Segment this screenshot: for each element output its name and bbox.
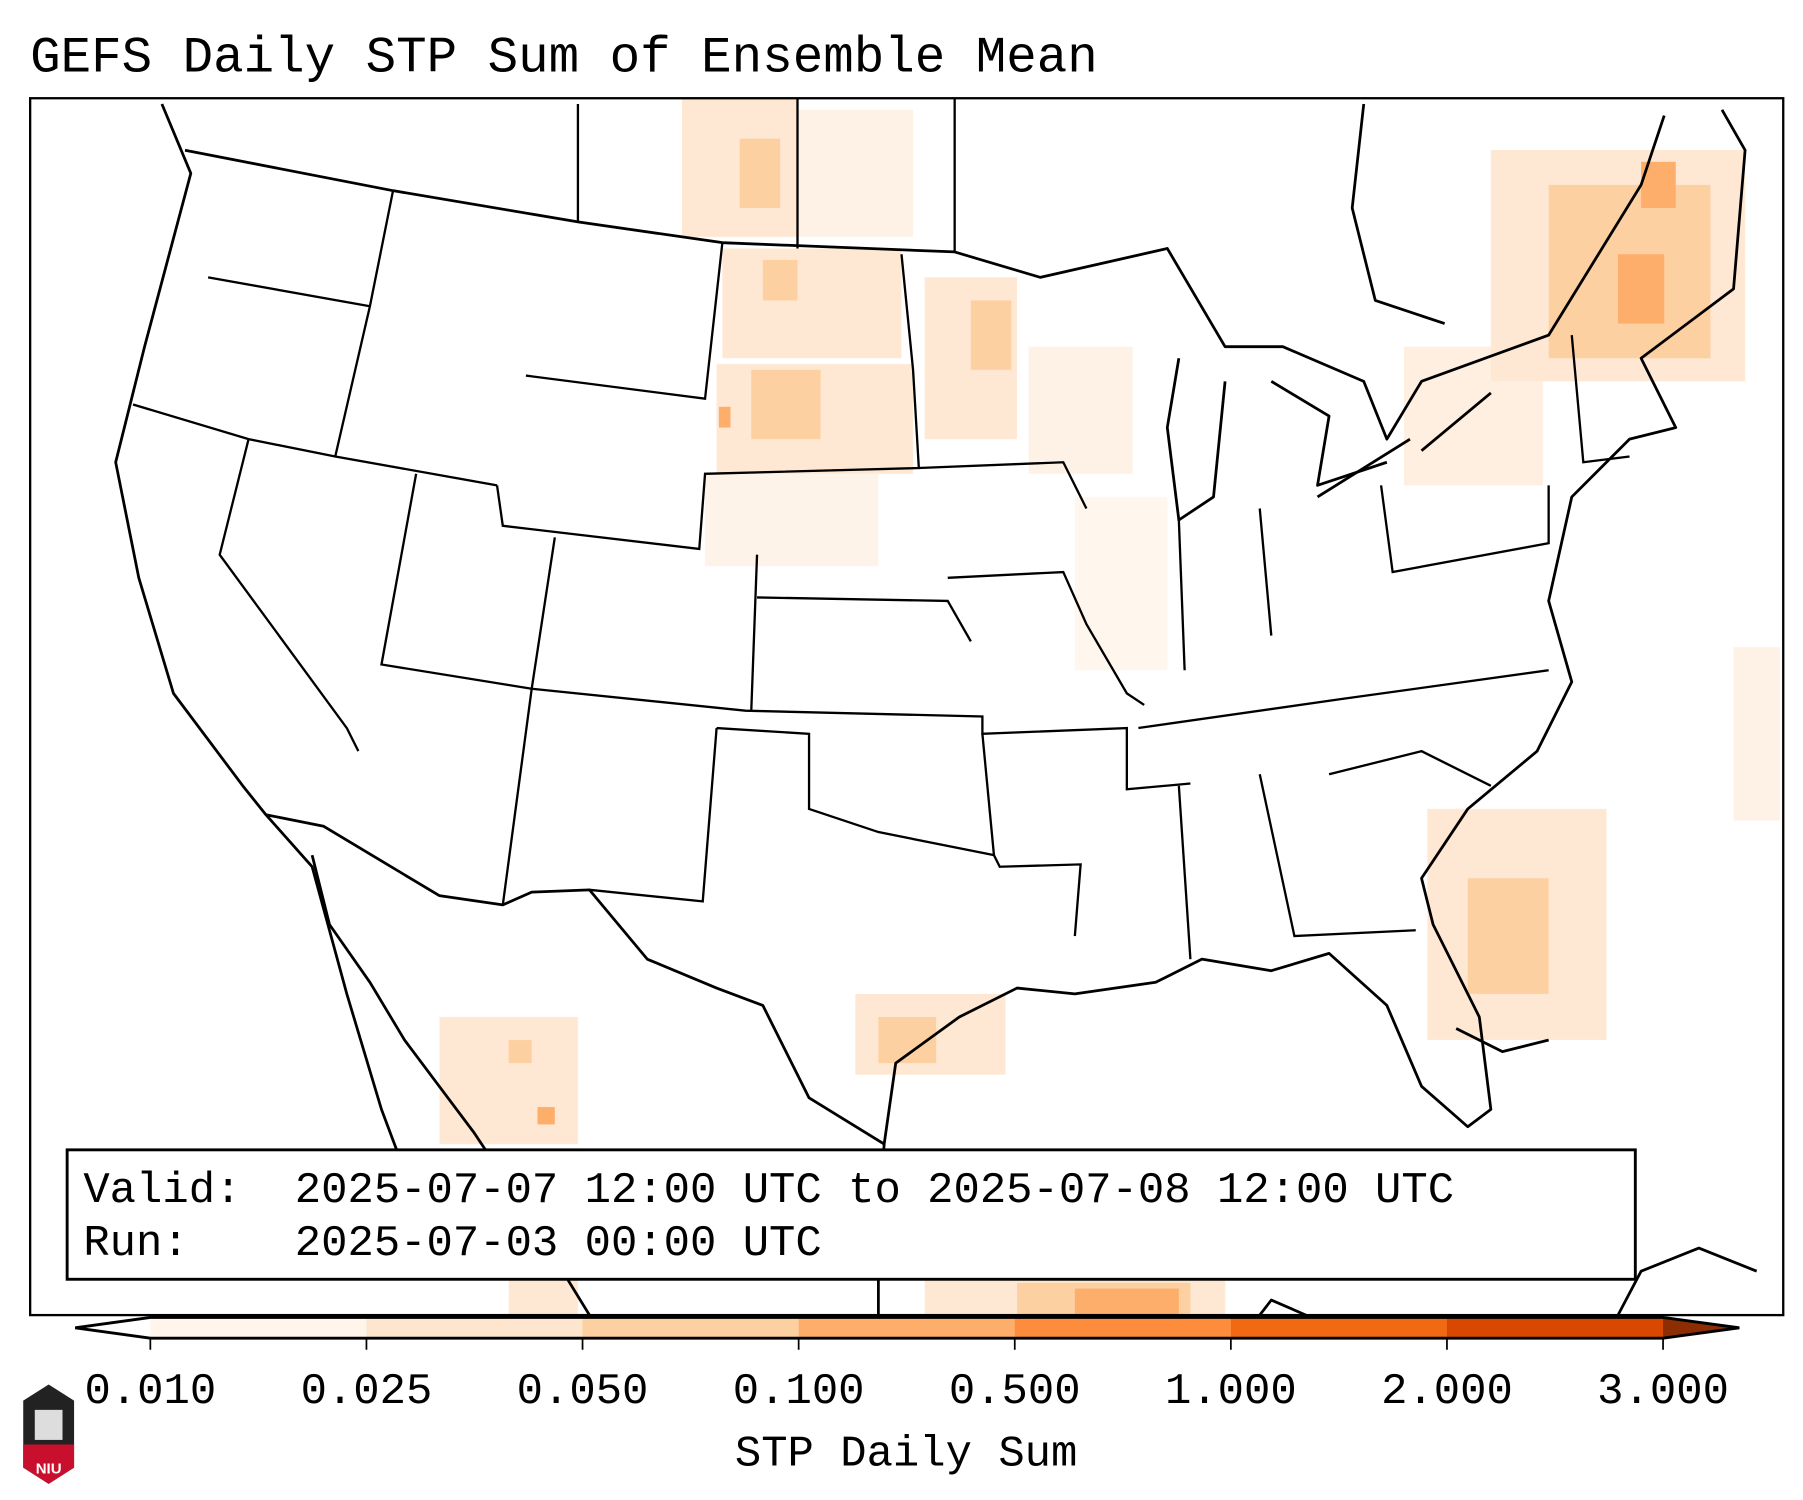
map-frame xyxy=(29,97,1785,1317)
colorbar-bin xyxy=(1230,1317,1448,1339)
colorbar-tick-label: 2.000 xyxy=(1381,1367,1513,1417)
run-label: Run: xyxy=(83,1219,188,1269)
colorbar-bin xyxy=(1014,1317,1232,1339)
niu-logo: NIU xyxy=(23,1384,75,1484)
colorbar-label: STP Daily Sum xyxy=(735,1429,1078,1479)
colorbar-bin xyxy=(150,1317,368,1339)
colorbar-tick-label: 0.500 xyxy=(949,1367,1081,1417)
niu-logo-text: NIU xyxy=(36,1460,62,1477)
run-value: 2025-07-03 00:00 UTC xyxy=(295,1219,822,1269)
colorbar-tick-label: 0.010 xyxy=(84,1367,216,1417)
valid-value: 2025-07-07 12:00 UTC to 2025-07-08 12:00… xyxy=(295,1166,1454,1216)
stp-shading xyxy=(439,98,1780,1316)
colorbar-bin xyxy=(798,1317,1016,1339)
colorbar-under-extension xyxy=(75,1317,151,1339)
colorbar-tick-label: 3.000 xyxy=(1597,1367,1729,1417)
colorbar: 0.010 0.025 0.050 0.100 0.500 1.000 2.000 3.000 xyxy=(75,1315,1740,1417)
figure-title: GEFS Daily STP Sum of Ensemble Mean xyxy=(30,31,1098,88)
map: Valid: 2025-07-07 12:00 UTC to 2025-07-0… xyxy=(29,97,1785,1317)
colorbar-tick-label: 1.000 xyxy=(1165,1367,1297,1417)
info-box: Valid: 2025-07-07 12:00 UTC to 2025-07-0… xyxy=(65,1148,1637,1281)
colorbar-tick-label: 0.025 xyxy=(301,1367,433,1417)
colorbar-over-extension xyxy=(1663,1317,1740,1339)
state-borders xyxy=(132,98,1630,960)
colorbar-tick-label: 0.100 xyxy=(733,1367,865,1417)
colorbar-bin xyxy=(1446,1317,1664,1339)
valid-label: Valid: xyxy=(83,1166,241,1216)
colorbar-tick-label: 0.050 xyxy=(517,1367,649,1417)
colorbar-bin xyxy=(582,1317,800,1339)
colorbar-bin xyxy=(366,1317,584,1339)
